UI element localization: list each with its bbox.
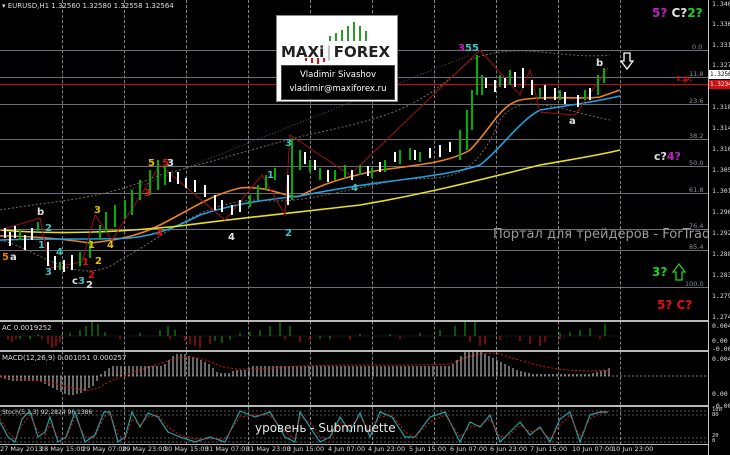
- logo-author-box: Vladimir Sivashov vladimir@maxiforex.ru: [281, 65, 395, 100]
- chart-ohlc: 1.32560 1.32580 1.32558 1.32564: [51, 2, 174, 10]
- bottom-divider: [0, 444, 708, 445]
- main-chart-pane[interactable]: ▾ EURUSD,H1 1.32560 1.32580 1.32558 1.32…: [0, 0, 730, 320]
- chart-symbol: EURUSD,H1: [7, 2, 50, 10]
- logo-email: vladimir@maxiforex.ru: [289, 84, 387, 94]
- wave-forecast-5c: 5? C?: [657, 298, 693, 312]
- current-price-label: 1.32564: [709, 70, 730, 79]
- wave-forecast-top: 5? C?2?: [652, 6, 703, 20]
- stoch-pane[interactable]: Stoch(5,3,3) 92.2824 96.1386 уровень - S…: [0, 405, 708, 447]
- wave-forecast-mid: c?4?: [654, 150, 681, 163]
- logo-brand-left: MAXi: [281, 43, 325, 61]
- logo-bars-icon: [329, 22, 367, 41]
- logo-brand-right: FOREX: [333, 43, 391, 61]
- arrow-up-icon: [672, 263, 686, 281]
- stoch-lines: [0, 409, 708, 444]
- tp-price-label: 1.32340: [709, 80, 730, 89]
- ac-label: AC 0.0019252: [2, 324, 52, 332]
- ac-pane[interactable]: AC 0.0019252: [0, 320, 708, 350]
- macd-histogram: [0, 352, 708, 395]
- maxiforex-logo: MAXi | FOREX Vladimir Sivashov vladimir@ma…: [276, 15, 398, 102]
- collapse-icon[interactable]: ▾: [2, 2, 6, 10]
- macd-label: MACD(12,26,9) 0.001051 0.000257: [2, 354, 127, 362]
- level-label: уровень - Subminuette: [255, 421, 396, 435]
- arrow-down-icon: [620, 52, 634, 70]
- tp-label: т.р.: [676, 74, 693, 83]
- price-chart: [0, 49, 621, 272]
- ac-histogram: [0, 322, 620, 348]
- chart-header: ▾ EURUSD,H1 1.32560 1.32580 1.32558 1.32…: [2, 2, 174, 10]
- watermark: Портал для трейдеров - ForTrader.ru: [493, 227, 730, 242]
- peak-label: 355: [458, 43, 479, 54]
- macd-pane[interactable]: MACD(12,26,9) 0.001051 0.000257: [0, 350, 708, 407]
- stoch-label: Stoch(5,3,3) 92.2824 96.1386: [2, 409, 93, 416]
- wave-forecast-3: 3?: [652, 265, 668, 279]
- price-axis[interactable]: [708, 0, 730, 455]
- logo-author: Vladimir Sivashov: [299, 70, 377, 80]
